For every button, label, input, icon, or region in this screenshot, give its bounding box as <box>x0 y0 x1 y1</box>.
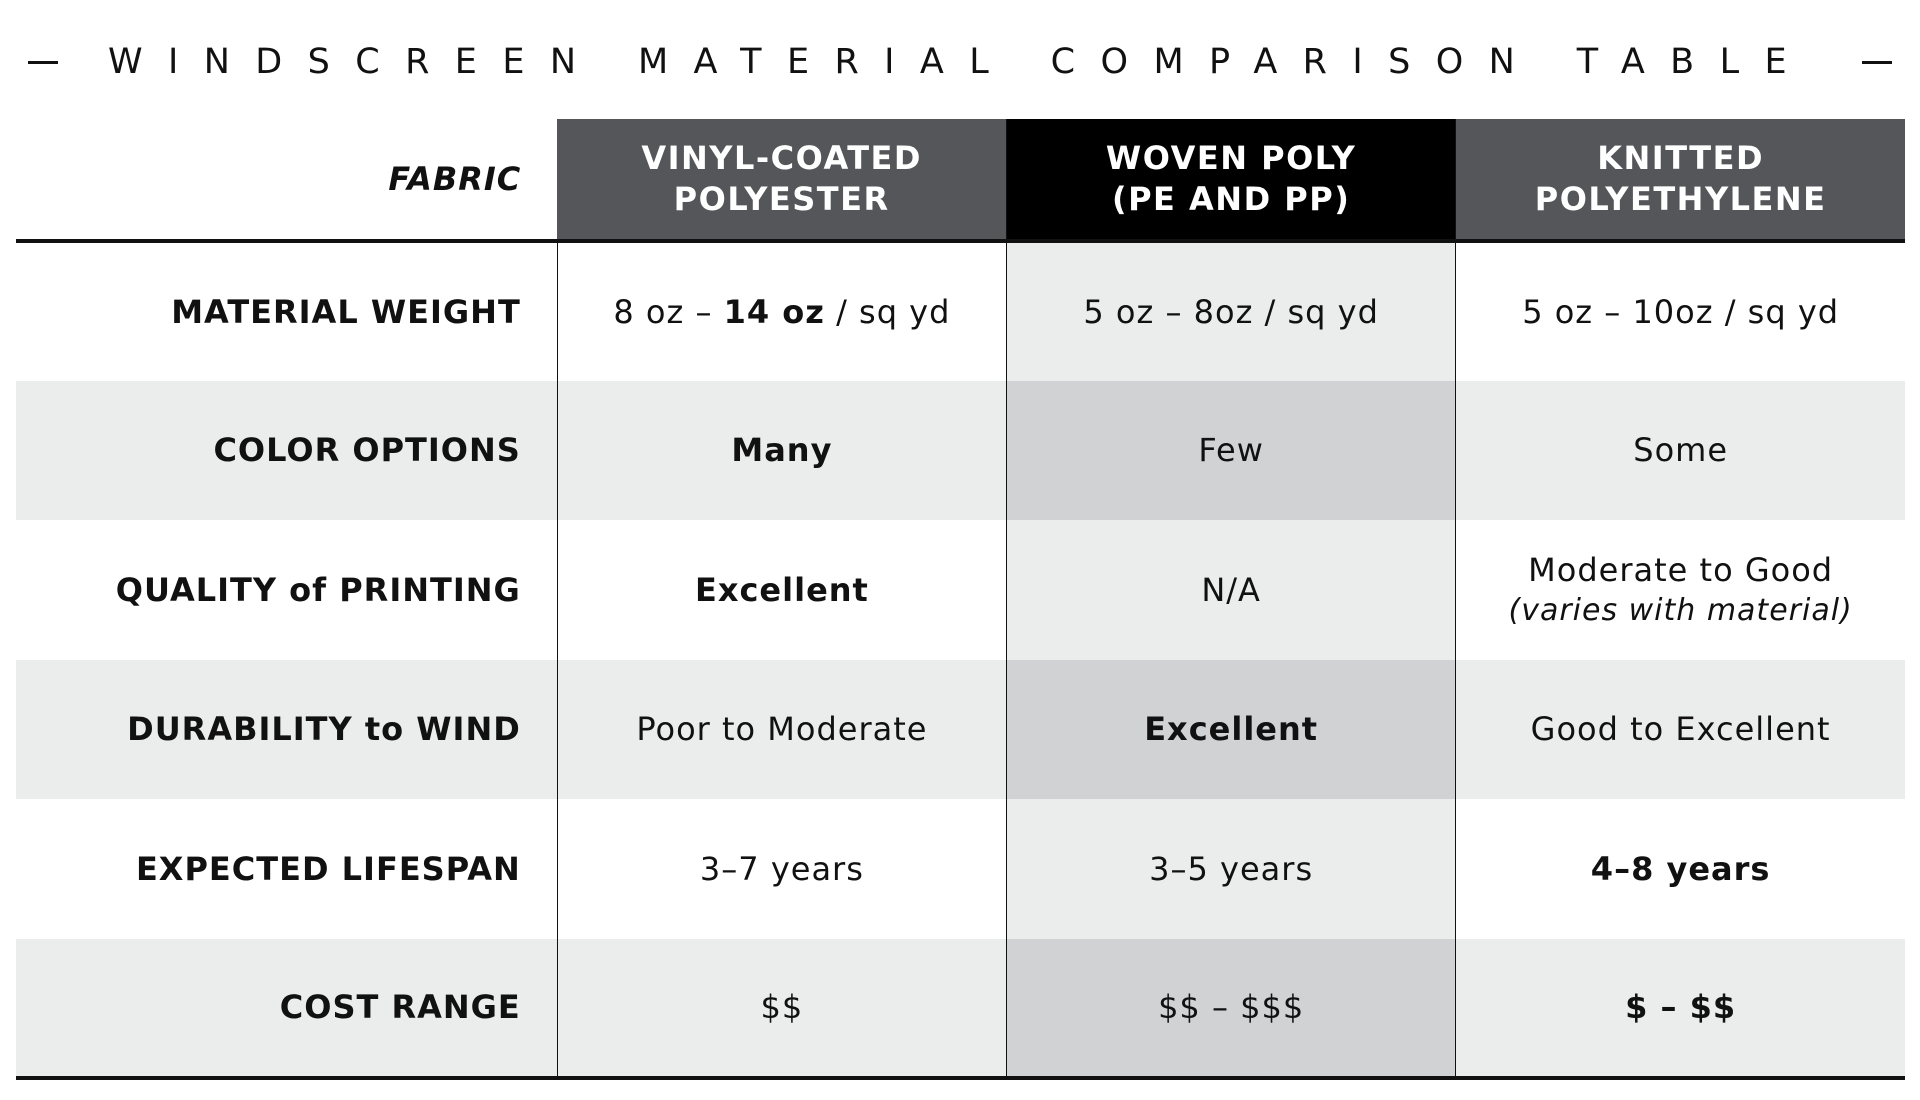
row-label-part: DURABILITY <box>127 710 365 749</box>
table-row-quality-printing: QUALITY of PRINTING Excellent N/A Modera… <box>16 520 1905 660</box>
row-label: COLOR OPTIONS <box>16 380 558 520</box>
fabric-header-label: FABRIC <box>16 119 558 243</box>
row-label-part: QUALITY <box>115 570 290 609</box>
cell-woven: Excellent <box>1006 659 1456 799</box>
row-label: MATERIAL WEIGHT <box>16 241 558 381</box>
title-bar: WINDSCREEN MATERIAL COMPARISON TABLE <box>28 34 1892 90</box>
cell-vinyl: $$ <box>556 938 1007 1080</box>
cell-knitted: 4–8 years <box>1455 799 1905 939</box>
row-label: EXPECTED LIFESPAN <box>16 799 558 939</box>
cell-knitted: Moderate to Good (varies with material) <box>1455 520 1905 660</box>
row-label: COST RANGE <box>16 938 558 1080</box>
table-row-material-weight: MATERIAL WEIGHT 8 oz – 14 oz / sq yd 5 o… <box>16 241 1905 381</box>
cell-text: / sq yd <box>824 292 951 331</box>
cell-text: 8 oz – <box>613 292 724 331</box>
title-left-dash <box>28 60 58 64</box>
cell-vinyl: 3–7 years <box>556 799 1007 939</box>
column-header-line: VINYL-COATED <box>641 139 922 177</box>
table-row-durability-wind: DURABILITY to WIND Poor to Moderate Exce… <box>16 659 1905 799</box>
cell-woven: 3–5 years <box>1006 799 1456 939</box>
header-row: FABRIC VINYL-COATED POLYESTER WOVEN POLY… <box>16 119 1905 243</box>
column-header-line: WOVEN POLY <box>1105 139 1357 177</box>
column-header-vinyl: VINYL-COATED POLYESTER <box>557 119 1007 243</box>
page-title: WINDSCREEN MATERIAL COMPARISON TABLE <box>107 42 1813 82</box>
column-header-woven: WOVEN POLY (PE AND PP) <box>1006 119 1456 243</box>
cell-woven: $$ – $$$ <box>1006 938 1456 1080</box>
row-label: QUALITY of PRINTING <box>16 520 558 660</box>
table-row-expected-lifespan: EXPECTED LIFESPAN 3–7 years 3–5 years 4–… <box>16 799 1905 939</box>
column-header-line: KNITTED <box>1597 139 1765 177</box>
row-label-part: to <box>364 710 405 749</box>
column-header-line: POLYESTER <box>673 180 890 218</box>
cell-woven: N/A <box>1006 520 1456 660</box>
column-header-knitted: KNITTED POLYETHYLENE <box>1455 119 1905 243</box>
cell-vinyl: Excellent <box>556 520 1007 660</box>
table-row-cost-range: COST RANGE $$ $$ – $$$ $ – $$ <box>16 938 1905 1080</box>
row-label: DURABILITY to WIND <box>16 659 558 799</box>
cell-text: Moderate to Good <box>1528 550 1834 589</box>
title-right-dash <box>1861 60 1892 64</box>
comparison-table: FABRIC VINYL-COATED POLYESTER WOVEN POLY… <box>16 119 1905 1080</box>
cell-vinyl: 8 oz – 14 oz / sq yd <box>556 241 1007 381</box>
cell-knitted: Some <box>1455 380 1905 520</box>
cell-knitted: 5 oz – 10oz / sq yd <box>1455 241 1905 381</box>
cell-vinyl: Many <box>556 380 1007 520</box>
cell-woven: 5 oz – 8oz / sq yd <box>1006 241 1456 381</box>
cell-knitted: Good to Excellent <box>1455 659 1905 799</box>
row-label-part: of <box>289 570 328 609</box>
row-label-part: WIND <box>404 710 521 749</box>
cell-note: (varies with material) <box>1508 592 1853 628</box>
row-label-part: PRINTING <box>327 570 521 609</box>
table-row-color-options: COLOR OPTIONS Many Few Some <box>16 380 1905 520</box>
column-header-line: (PE AND PP) <box>1111 180 1351 218</box>
cell-woven: Few <box>1006 380 1456 520</box>
column-header-line: POLYETHYLENE <box>1534 180 1827 218</box>
cell-vinyl: Poor to Moderate <box>556 659 1007 799</box>
cell-knitted: $ – $$ <box>1455 938 1905 1080</box>
cell-text-bold: 14 oz <box>723 292 825 331</box>
